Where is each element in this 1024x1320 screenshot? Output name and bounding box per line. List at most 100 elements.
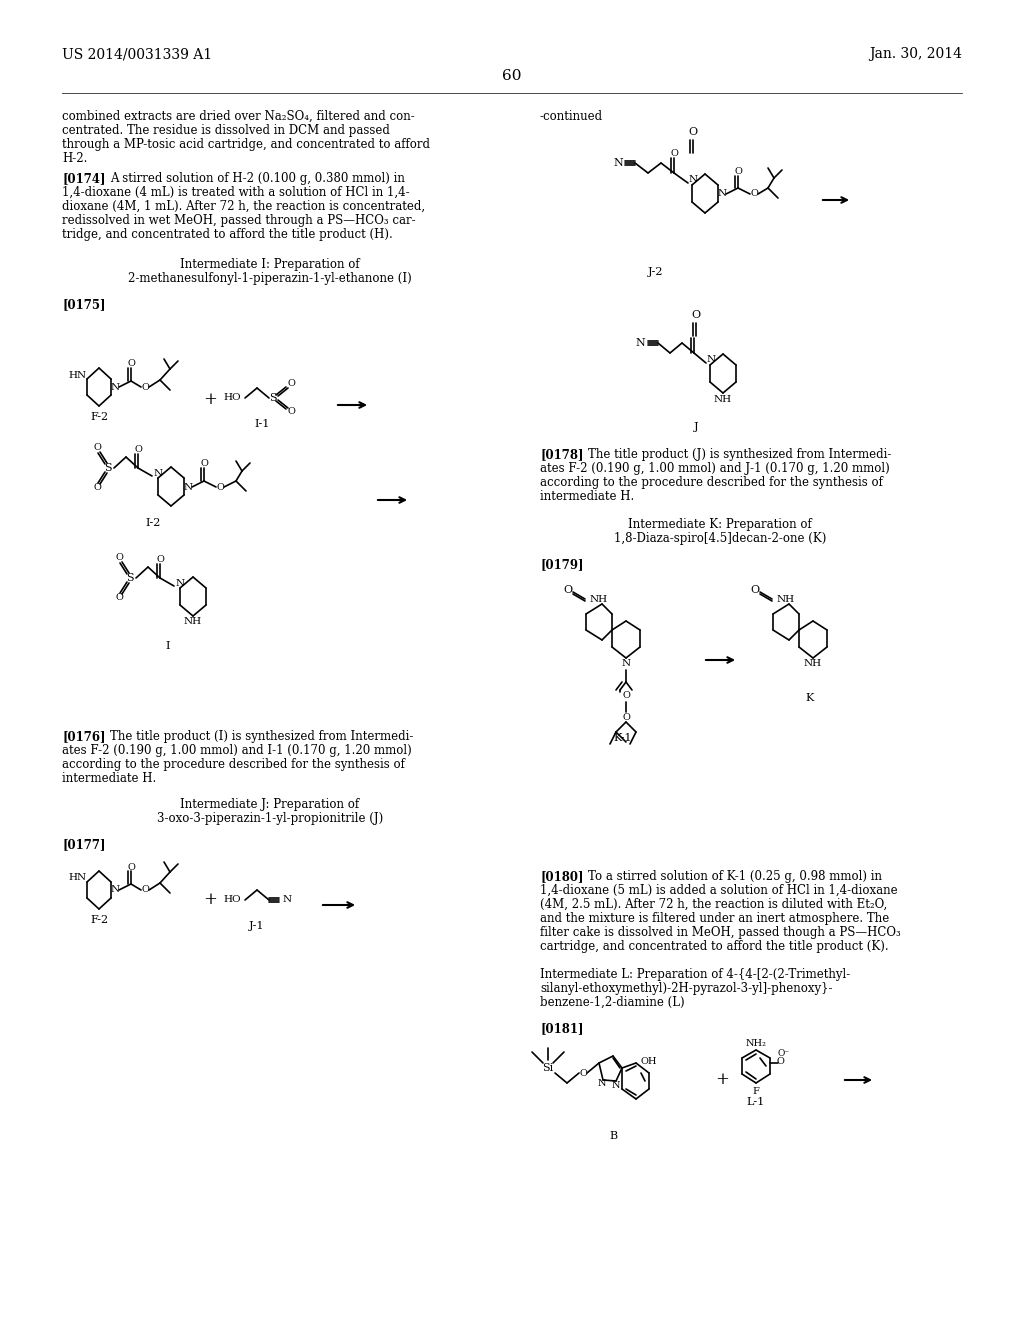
Text: Si: Si: [543, 1063, 554, 1073]
Text: To a stirred solution of K-1 (0.25 g, 0.98 mmol) in: To a stirred solution of K-1 (0.25 g, 0.…: [588, 870, 882, 883]
Text: NH₂: NH₂: [745, 1039, 766, 1048]
Text: N: N: [689, 176, 698, 185]
Text: [0181]: [0181]: [540, 1022, 584, 1035]
Text: N: N: [718, 190, 727, 198]
Text: NH: NH: [714, 395, 732, 404]
Text: filter cake is dissolved in MeOH, passed though a PS—HCO₃: filter cake is dissolved in MeOH, passed…: [540, 927, 901, 939]
Text: -continued: -continued: [540, 110, 603, 123]
Text: benzene-1,2-diamine (L): benzene-1,2-diamine (L): [540, 997, 685, 1008]
Text: N: N: [613, 158, 623, 168]
Text: O: O: [141, 383, 148, 392]
Text: intermediate H.: intermediate H.: [540, 490, 634, 503]
Text: O: O: [287, 380, 295, 388]
Text: [0177]: [0177]: [62, 838, 105, 851]
Text: N: N: [611, 1081, 621, 1090]
Text: [0178]: [0178]: [540, 447, 584, 461]
Text: F-2: F-2: [90, 915, 109, 925]
Text: 1,4-dioxane (4 mL) is treated with a solution of HCl in 1,4-: 1,4-dioxane (4 mL) is treated with a sol…: [62, 186, 410, 199]
Text: S: S: [104, 463, 112, 473]
Text: +: +: [203, 891, 217, 908]
Text: 3-oxo-3-piperazin-1-yl-propionitrile (J): 3-oxo-3-piperazin-1-yl-propionitrile (J): [157, 812, 383, 825]
Text: NH: NH: [184, 618, 202, 627]
Text: NH: NH: [777, 595, 795, 605]
Text: The title product (I) is synthesized from Intermedi-: The title product (I) is synthesized fro…: [110, 730, 414, 743]
Text: O: O: [734, 168, 742, 177]
Text: O: O: [287, 408, 295, 417]
Text: N: N: [184, 483, 194, 491]
Text: A stirred solution of H-2 (0.100 g, 0.380 mmol) in: A stirred solution of H-2 (0.100 g, 0.38…: [110, 172, 404, 185]
Text: J-1: J-1: [249, 921, 265, 931]
Text: O: O: [622, 713, 630, 722]
Text: O: O: [776, 1056, 784, 1065]
Text: O: O: [127, 862, 135, 871]
Text: F-2: F-2: [90, 412, 109, 422]
Text: [0179]: [0179]: [540, 558, 584, 572]
Text: O: O: [691, 310, 700, 319]
Text: O: O: [134, 446, 142, 454]
Text: according to the procedure described for the synthesis of: according to the procedure described for…: [62, 758, 404, 771]
Text: US 2014/0031339 A1: US 2014/0031339 A1: [62, 48, 212, 61]
Text: O: O: [216, 483, 224, 491]
Text: redissolved in wet MeOH, passed through a PS—HCO₃ car-: redissolved in wet MeOH, passed through …: [62, 214, 416, 227]
Text: tridge, and concentrated to afford the title product (H).: tridge, and concentrated to afford the t…: [62, 228, 393, 242]
Text: N: N: [598, 1080, 606, 1089]
Text: N: N: [111, 383, 120, 392]
Text: 1,4-dioxane (5 mL) is added a solution of HCl in 1,4-dioxane: 1,4-dioxane (5 mL) is added a solution o…: [540, 884, 898, 898]
Text: N: N: [283, 895, 292, 904]
Text: HO: HO: [223, 895, 241, 904]
Text: O: O: [688, 127, 697, 137]
Text: S: S: [126, 573, 134, 583]
Text: O: O: [156, 556, 164, 565]
Text: dioxane (4M, 1 mL). After 72 h, the reaction is concentrated,: dioxane (4M, 1 mL). After 72 h, the reac…: [62, 201, 425, 213]
Text: J: J: [693, 422, 698, 432]
Text: O: O: [127, 359, 135, 368]
Text: N: N: [707, 355, 716, 364]
Text: through a MP-tosic acid cartridge, and concentrated to afford: through a MP-tosic acid cartridge, and c…: [62, 139, 430, 150]
Text: and the mixture is filtered under an inert atmosphere. The: and the mixture is filtered under an ine…: [540, 912, 889, 925]
Text: Intermediate J: Preparation of: Intermediate J: Preparation of: [180, 799, 359, 810]
Text: K-1: K-1: [613, 733, 632, 743]
Text: +: +: [203, 392, 217, 408]
Text: N: N: [111, 886, 120, 895]
Text: S: S: [269, 393, 276, 403]
Text: HN: HN: [69, 874, 87, 883]
Text: O: O: [200, 459, 208, 469]
Text: Intermediate K: Preparation of: Intermediate K: Preparation of: [628, 517, 812, 531]
Text: HO: HO: [223, 393, 241, 403]
Text: O: O: [93, 483, 101, 492]
Text: N: N: [154, 470, 163, 479]
Text: O: O: [115, 553, 123, 562]
Text: N: N: [635, 338, 645, 348]
Text: according to the procedure described for the synthesis of: according to the procedure described for…: [540, 477, 883, 488]
Text: J-2: J-2: [648, 267, 664, 277]
Text: O: O: [115, 594, 123, 602]
Text: [0174]: [0174]: [62, 172, 105, 185]
Text: F: F: [753, 1086, 760, 1096]
Text: K: K: [806, 693, 814, 704]
Text: Intermediate I: Preparation of: Intermediate I: Preparation of: [180, 257, 359, 271]
Text: Jan. 30, 2014: Jan. 30, 2014: [869, 48, 962, 61]
Text: ates F-2 (0.190 g, 1.00 mmol) and J-1 (0.170 g, 1.20 mmol): ates F-2 (0.190 g, 1.00 mmol) and J-1 (0…: [540, 462, 890, 475]
Text: HN: HN: [69, 371, 87, 380]
Text: centrated. The residue is dissolved in DCM and passed: centrated. The residue is dissolved in D…: [62, 124, 390, 137]
Text: I-1: I-1: [254, 418, 269, 429]
Text: O⁻: O⁻: [778, 1049, 791, 1059]
Text: I: I: [166, 642, 170, 651]
Text: [0176]: [0176]: [62, 730, 105, 743]
Text: cartridge, and concentrated to afford the title product (K).: cartridge, and concentrated to afford th…: [540, 940, 889, 953]
Text: 2-methanesulfonyl-1-piperazin-1-yl-ethanone (I): 2-methanesulfonyl-1-piperazin-1-yl-ethan…: [128, 272, 412, 285]
Text: H-2.: H-2.: [62, 152, 87, 165]
Text: B: B: [609, 1131, 617, 1140]
Text: O: O: [563, 585, 572, 595]
Text: O: O: [670, 149, 678, 157]
Text: The title product (J) is synthesized from Intermedi-: The title product (J) is synthesized fro…: [588, 447, 891, 461]
Text: O: O: [750, 190, 758, 198]
Text: +: +: [715, 1072, 729, 1089]
Text: [0180]: [0180]: [540, 870, 584, 883]
Text: silanyl-ethoxymethyl)-2H-pyrazol-3-yl]-phenoxy}-: silanyl-ethoxymethyl)-2H-pyrazol-3-yl]-p…: [540, 982, 833, 995]
Text: 1,8-Diaza-spiro[4.5]decan-2-one (K): 1,8-Diaza-spiro[4.5]decan-2-one (K): [613, 532, 826, 545]
Text: O: O: [751, 585, 760, 595]
Text: O: O: [93, 444, 101, 453]
Text: O: O: [579, 1068, 587, 1077]
Text: N: N: [622, 660, 631, 668]
